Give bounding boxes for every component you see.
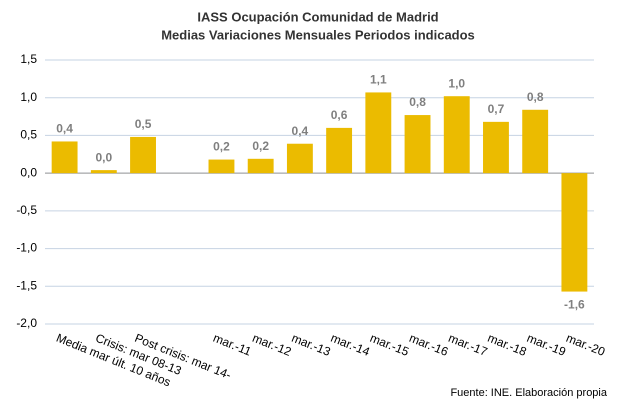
bar: [286, 143, 313, 174]
value-label: 1,0: [448, 76, 465, 90]
x-tick-label: mar.-14: [329, 331, 372, 359]
x-tick-label: mar.-17: [446, 331, 489, 359]
y-tick-label: -2,0: [16, 316, 37, 330]
value-label: 0,8: [527, 90, 544, 104]
bar: [90, 170, 117, 174]
bar: [522, 109, 549, 174]
value-label: 0,7: [488, 102, 505, 116]
value-label: 0,2: [213, 140, 230, 154]
value-label: 0,4: [56, 122, 73, 136]
bar: [561, 173, 588, 292]
value-label: 0,6: [331, 108, 348, 122]
y-tick-label: -1,0: [16, 241, 37, 255]
value-label: 0,2: [252, 139, 269, 153]
y-tick-label: 1,5: [20, 52, 37, 66]
bar: [51, 141, 78, 174]
y-tick-label: 0,5: [20, 128, 37, 142]
bar: [483, 121, 509, 174]
x-tick-label: mar.-16: [407, 331, 450, 359]
value-label: -1,6: [564, 298, 585, 312]
bar: [365, 92, 392, 174]
x-tick-label: mar.-13: [290, 331, 333, 359]
value-label: 0,5: [135, 117, 152, 131]
chart-subtitle: Medias Variaciones Mensuales Periodos in…: [161, 27, 475, 42]
value-label: 1,1: [370, 73, 387, 87]
bar: [443, 96, 470, 174]
bar: [247, 158, 274, 174]
bar: [130, 136, 156, 174]
x-tick-label: mar.-20: [564, 331, 607, 359]
chart-title: IASS Ocupación Comunidad de Madrid: [197, 9, 438, 24]
x-tick-label: mar.-15: [368, 331, 411, 359]
y-tick-label: -1,5: [16, 278, 37, 292]
x-tick-label: mar.-18: [486, 331, 529, 359]
bar: [404, 115, 431, 174]
value-label: 0,0: [95, 150, 112, 164]
value-label: 0,4: [292, 124, 309, 138]
value-label: 0,8: [409, 95, 426, 109]
x-tick-label: mar.-12: [250, 331, 293, 359]
bar: [326, 127, 353, 174]
y-tick-label: 1,0: [20, 90, 37, 104]
x-tick-label: mar.-19: [525, 331, 568, 359]
bar: [208, 159, 235, 174]
source-note: Fuente: INE. Elaboración propia: [450, 387, 607, 399]
y-tick-label: 0,0: [20, 165, 37, 179]
y-tick-label: -0,5: [16, 203, 37, 217]
x-tick-label: mar.-11: [211, 331, 253, 359]
